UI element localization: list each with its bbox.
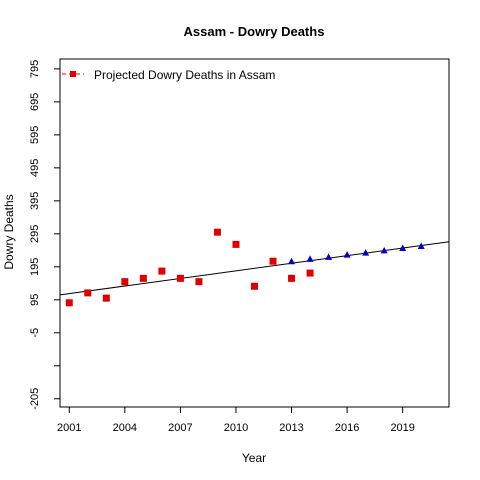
actual-point bbox=[288, 274, 296, 282]
data-points bbox=[65, 228, 425, 307]
chart-title: Assam - Dowry Deaths bbox=[184, 24, 325, 39]
actual-point bbox=[139, 274, 147, 282]
y-tick-label: 195 bbox=[29, 258, 41, 276]
projected-point bbox=[417, 242, 425, 250]
projected-point bbox=[362, 249, 370, 256]
y-tick-label: 495 bbox=[29, 159, 41, 177]
actual-point bbox=[195, 278, 203, 286]
y-tick-label: 595 bbox=[29, 126, 41, 144]
projected-point bbox=[306, 255, 314, 262]
plot-frame bbox=[59, 58, 450, 408]
actual-point bbox=[121, 278, 129, 286]
projected-point bbox=[325, 253, 333, 260]
actual-point bbox=[102, 294, 110, 302]
y-tick-label: 295 bbox=[29, 225, 41, 243]
y-tick-label: 95 bbox=[29, 294, 41, 306]
actual-point bbox=[269, 257, 277, 265]
x-tick-label: 2016 bbox=[335, 422, 359, 434]
y-tick-label: 695 bbox=[29, 93, 41, 111]
actual-point bbox=[213, 228, 221, 236]
x-tick-label: 2001 bbox=[57, 422, 81, 434]
y-tick-label: 395 bbox=[29, 192, 41, 210]
x-tick-label: 2004 bbox=[113, 422, 137, 434]
legend-marker bbox=[70, 71, 76, 77]
x-tick-label: 2019 bbox=[390, 422, 414, 434]
legend: Projected Dowry Deaths in Assam bbox=[62, 68, 275, 82]
legend-label: Projected Dowry Deaths in Assam bbox=[94, 68, 275, 82]
projected-point bbox=[343, 251, 351, 258]
x-tick-label: 2010 bbox=[224, 422, 248, 434]
y-tick-label: 795 bbox=[29, 60, 41, 78]
x-tick-label: 2007 bbox=[168, 422, 192, 434]
y-axis: -205 -5 95 195 295 395 495 595 695 795 bbox=[29, 60, 60, 410]
projected-point bbox=[288, 257, 296, 265]
actual-point bbox=[306, 269, 314, 277]
actual-point bbox=[176, 274, 184, 282]
y-tick-label: -5 bbox=[29, 328, 41, 338]
x-axis: 2001 2004 2007 2010 2013 2016 2019 bbox=[57, 407, 415, 434]
x-axis-label: Year bbox=[242, 451, 266, 465]
x-tick-label: 2013 bbox=[279, 422, 303, 434]
actual-point bbox=[251, 282, 258, 290]
y-axis-label: Dowry Deaths bbox=[2, 194, 16, 269]
y-tick-label: -205 bbox=[29, 388, 41, 410]
actual-point bbox=[158, 267, 166, 275]
actual-point bbox=[84, 289, 92, 297]
projected-point bbox=[399, 244, 407, 252]
actual-point bbox=[232, 240, 240, 248]
projected-point bbox=[380, 246, 388, 254]
actual-point bbox=[65, 299, 73, 307]
